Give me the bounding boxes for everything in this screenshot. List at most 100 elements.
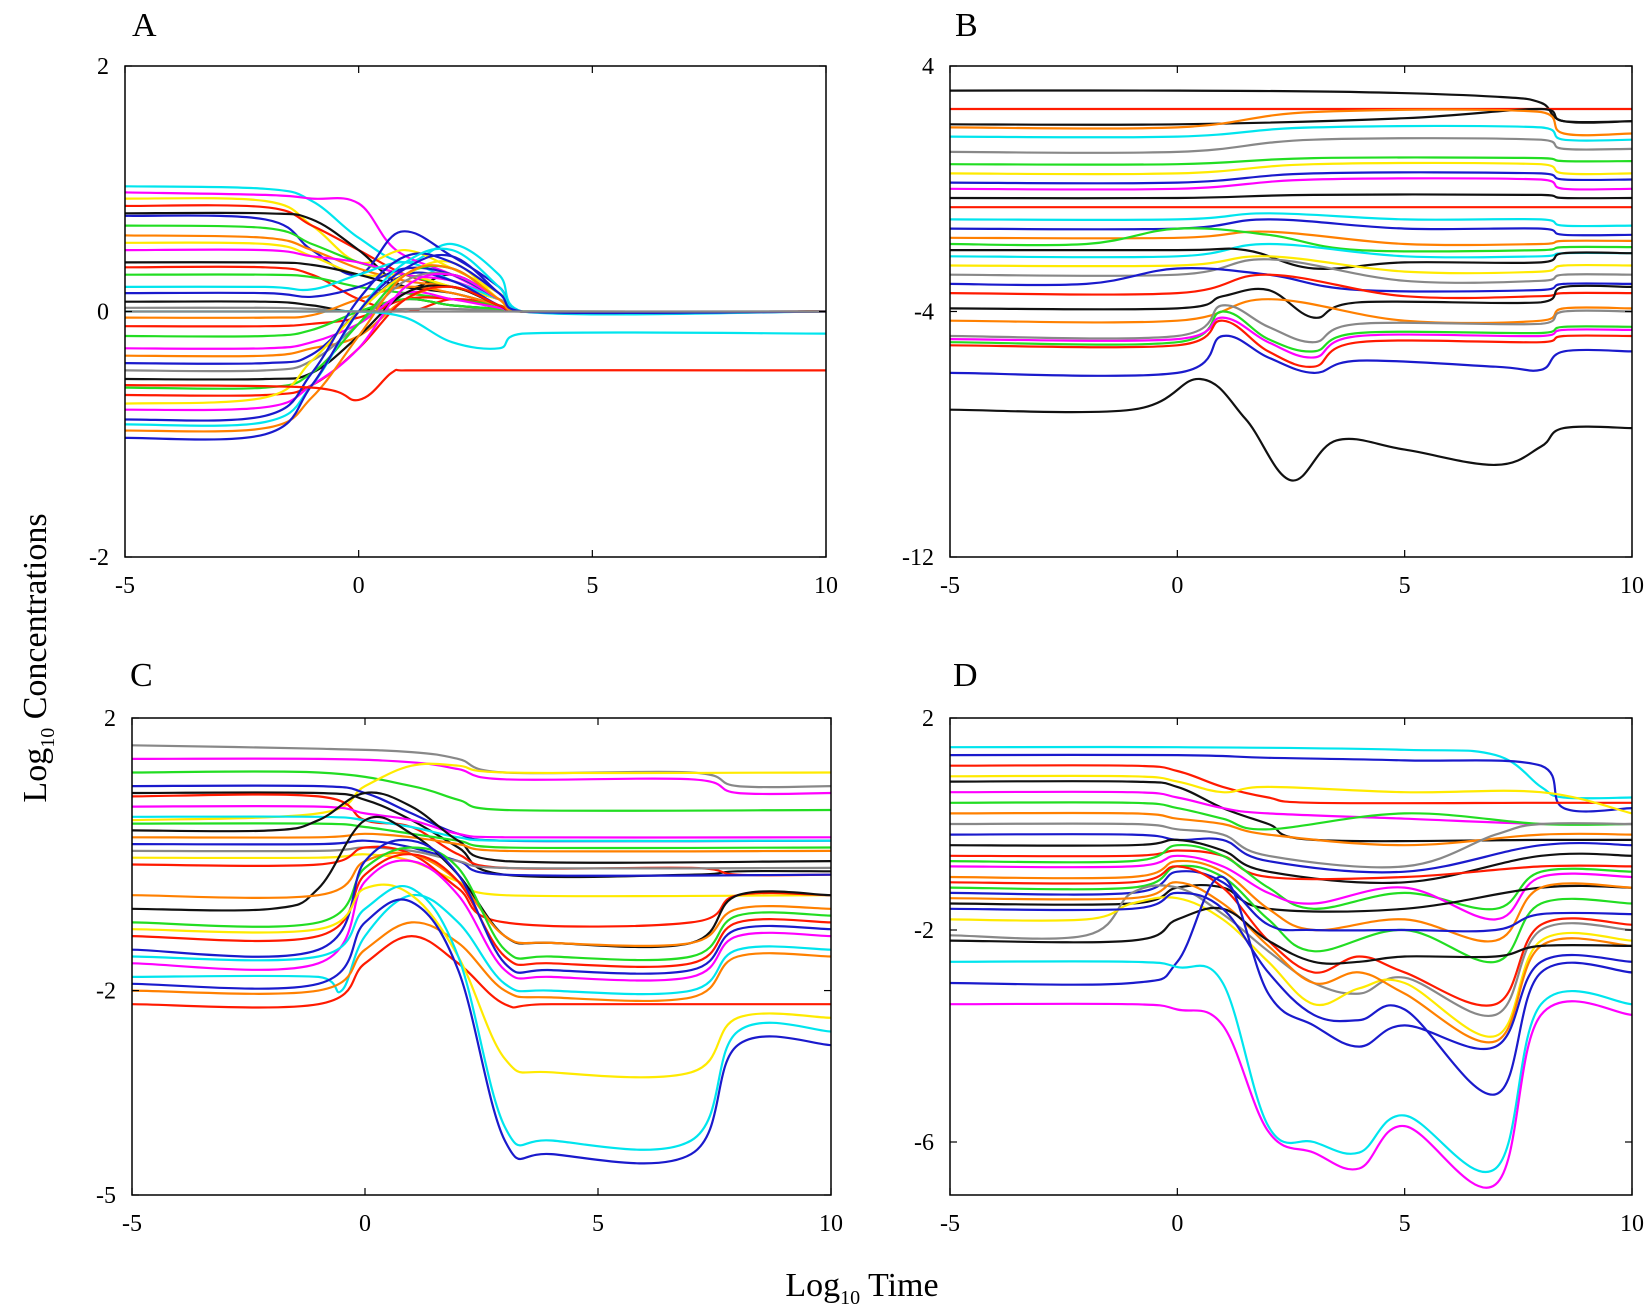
panel-c-xtick-label: -5: [122, 1211, 142, 1237]
panel-c-series-c14: [132, 846, 831, 870]
figure-ylabel: Log10 Concentrations: [17, 513, 59, 802]
panel-d-xtick-label: 10: [1620, 1211, 1644, 1237]
panel-c: C -5 0 5 10 -5 -2 2: [96, 657, 843, 1237]
panel-c-series-c23: [132, 893, 831, 996]
panel-c-series-c12: [132, 832, 831, 853]
panel-c-series: [132, 744, 831, 1165]
panel-d-xtick-label: 0: [1171, 1211, 1183, 1237]
panel-c-series-c8: [132, 804, 831, 839]
panel-b-xtick-label: 10: [1620, 573, 1644, 599]
panel-c-series-c11: [132, 791, 831, 864]
panel-b-ytick-label: -4: [914, 300, 934, 326]
panel-a-xtick-label: 10: [814, 573, 838, 599]
panel-b-series-b9: [950, 171, 1632, 185]
panel-d-xtick-label: 5: [1399, 1211, 1411, 1237]
panel-c-series-c3: [132, 770, 831, 812]
panel-d-series-d24: [950, 875, 1632, 1051]
panel-b-series-b27: [950, 316, 1632, 359]
panel-d-series-d25: [950, 891, 1632, 1096]
panel-b-series-b16: [950, 227, 1632, 253]
panel-a-series-a34: [125, 309, 826, 350]
panel-b-series-b24: [950, 298, 1632, 325]
figure-xlabel-base: Log: [785, 1267, 840, 1304]
panel-b-series-b25: [950, 304, 1632, 344]
panel-c-frame: [131, 717, 832, 1196]
panel-b-series-b11: [950, 193, 1632, 200]
panel-b-series-b10: [950, 177, 1632, 191]
panel-b-series-b13: [950, 212, 1632, 228]
panel-c-xtick-label: 10: [819, 1211, 843, 1237]
panel-c-series-c25: [132, 935, 831, 1009]
panel-d-series-d26: [950, 960, 1632, 1173]
panel-b-series-b26: [950, 310, 1632, 353]
panel-d-xtick-label: -5: [940, 1211, 960, 1237]
panel-c-label: C: [130, 657, 153, 694]
panel-a-series-a4: [125, 204, 826, 314]
panel-c-ticks: -5 0 5 10 -5 -2 2: [96, 706, 843, 1237]
panel-c-series-c7: [132, 793, 831, 877]
panel-b-series-b22: [950, 273, 1632, 300]
panel-d-series-d5: [950, 780, 1632, 843]
panel-a-ticks: -5 0 5 10 -2 0 2: [89, 54, 838, 599]
panel-b-series-b21: [950, 267, 1632, 293]
panel-b-series-b6: [950, 137, 1632, 154]
panel-b-series: [950, 89, 1632, 482]
panel-d-series-d17: [950, 864, 1632, 964]
panel-d-series-d6: [950, 790, 1632, 826]
panel-a-ytick-label: 0: [97, 300, 109, 326]
panel-a-series-a35: [125, 368, 826, 402]
panel-d-series-d27: [950, 1000, 1632, 1189]
panel-a-xtick-label: 0: [353, 573, 365, 599]
panel-c-series-c22: [132, 859, 831, 982]
panel-c-series-c26: [132, 883, 831, 1079]
panel-d-series-d3: [950, 764, 1632, 805]
panel-b-label: B: [955, 7, 978, 44]
panel-c-series-c13: [132, 839, 831, 877]
panel-c-ytick-label: 2: [104, 706, 116, 732]
panel-b-series-b29: [950, 334, 1632, 377]
panel-c-series-c10: [132, 822, 831, 850]
panel-d-ytick-label: -6: [914, 1130, 934, 1156]
figure-xlabel-rest: Time: [860, 1267, 938, 1304]
panel-d-series-d15: [950, 883, 1632, 913]
panel-c-series-c28: [132, 898, 831, 1165]
panel-a-label: A: [132, 7, 157, 44]
panel-c-ytick-label: -2: [96, 979, 116, 1005]
panel-b-ytick-label: -12: [902, 545, 934, 571]
panel-b-series-b3: [950, 107, 1632, 126]
figure-ylabel-rest: Concentrations: [17, 513, 54, 727]
panel-d-series-d7: [950, 801, 1632, 831]
figure-ylabel-base: Log: [17, 748, 54, 803]
panel-d-ytick-label: -2: [914, 918, 934, 944]
panel-b-ticks: -5 0 5 10 -12 -4 4: [902, 54, 1644, 599]
panel-a-xtick-label: -5: [115, 573, 135, 599]
panel-c-series-c27: [132, 885, 831, 1151]
panel-b-series-b20: [950, 258, 1632, 284]
panel-c-series-c19: [132, 846, 831, 962]
panel-d-series-d4: [950, 774, 1632, 815]
panel-b-series-b1: [950, 89, 1632, 124]
panel-c-series-c21: [132, 838, 831, 975]
panel-d-series-d21: [950, 896, 1632, 1038]
panel-a-series: [125, 185, 826, 441]
panel-d-series-d18: [950, 870, 1632, 933]
panel-d-series-d19: [950, 865, 1632, 1007]
panel-d: D -5 0 5 10 -6 -2 2: [914, 657, 1644, 1237]
panel-d-series-d1: [950, 745, 1632, 800]
panel-b-series-b8: [950, 161, 1632, 176]
panel-c-series-c1: [132, 744, 831, 789]
panel-a-ytick-label: 2: [97, 54, 109, 80]
panel-d-series-d11: [950, 838, 1632, 885]
panel-c-series-c4: [132, 762, 831, 822]
panel-d-label: D: [953, 657, 978, 694]
figure-ylabel-sub: 10: [37, 728, 59, 748]
figure-xlabel: Log10 Time: [785, 1267, 938, 1309]
panel-d-series: [950, 745, 1632, 1189]
panel-b-ytick-label: 4: [922, 54, 934, 80]
panel-a-ytick-label: -2: [89, 545, 109, 571]
panel-b-series-b5: [950, 124, 1632, 142]
panel-c-xtick-label: 0: [359, 1211, 371, 1237]
panel-b-series-b4: [950, 108, 1632, 137]
panel-b-series-b14: [950, 218, 1632, 237]
panel-b-series-b7: [950, 156, 1632, 166]
